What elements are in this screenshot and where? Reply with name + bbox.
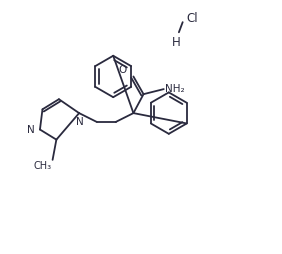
Text: CH₃: CH₃ — [33, 161, 51, 171]
Text: N: N — [76, 117, 84, 127]
Text: NH₂: NH₂ — [165, 84, 185, 94]
Text: O: O — [119, 65, 127, 75]
Text: H: H — [172, 36, 181, 49]
Text: Cl: Cl — [186, 12, 198, 25]
Text: N: N — [27, 124, 34, 135]
